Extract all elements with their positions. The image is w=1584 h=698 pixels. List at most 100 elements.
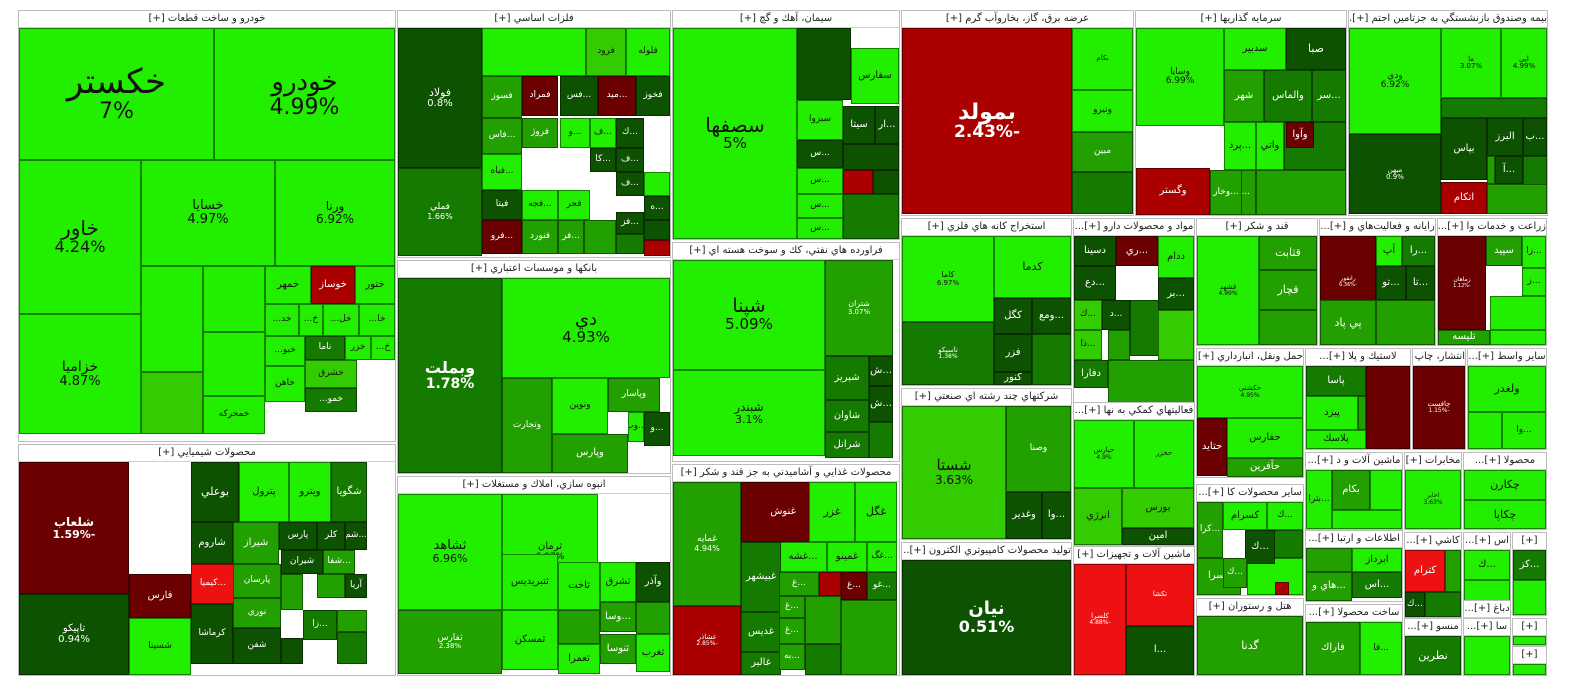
stock-tile[interactable]: ما 3.07% xyxy=(1441,28,1501,98)
stock-tile[interactable]: شگويا xyxy=(331,462,367,522)
stock-tile[interactable]: بمولد -2.43% xyxy=(902,28,1072,214)
stock-tile[interactable]: ...فاس xyxy=(482,118,522,154)
stock-tile[interactable]: فرود xyxy=(586,28,626,76)
stock-tile[interactable]: سفارس xyxy=(851,48,899,104)
stock-tile[interactable]: خ... xyxy=(371,336,395,360)
stock-tile[interactable]: بكام xyxy=(1332,470,1370,510)
stock-tile[interactable]: شسينا xyxy=(129,618,191,675)
stock-tile[interactable]: ...پرد xyxy=(1224,122,1256,170)
sector-header[interactable]: محصولات غذايي و آشاميدني به جز قند و شكر… xyxy=(673,465,899,482)
sector-header[interactable]: كاشي [+]... xyxy=(1405,533,1461,550)
stock-tile[interactable]: وپاسار xyxy=(608,378,660,412)
stock-tile[interactable]: غديس xyxy=(741,612,781,652)
stock-tile[interactable]: ...ش xyxy=(869,386,893,422)
stock-tile[interactable]: خمحركه xyxy=(203,396,265,434)
stock-tile[interactable]: ...شم xyxy=(345,522,367,550)
stock-tile[interactable]: ...فس xyxy=(560,76,598,116)
stock-tile[interactable]: شيراز xyxy=(233,522,279,564)
stock-tile[interactable]: اتكام xyxy=(1441,182,1487,214)
minor-stock-tile[interactable] xyxy=(1490,330,1546,345)
stock-tile[interactable]: ...ك xyxy=(1464,550,1510,580)
sector-header[interactable]: دباغ [+]... xyxy=(1464,601,1510,618)
stock-tile[interactable]: كلر xyxy=(317,522,345,550)
stock-tile[interactable]: ...وخار xyxy=(1210,170,1242,215)
stock-tile[interactable]: ...وا xyxy=(1502,412,1546,449)
stock-tile[interactable]: كنور xyxy=(994,372,1032,385)
stock-tile[interactable]: فمراد xyxy=(522,76,558,116)
stock-tile[interactable]: ...كا xyxy=(590,148,616,172)
stock-tile[interactable]: اپي 4.99% xyxy=(1501,28,1547,98)
stock-tile[interactable]: ميهن 0.9% xyxy=(1349,134,1441,214)
stock-tile[interactable]: فنورد xyxy=(522,220,558,254)
stock-tile[interactable]: پي پاد xyxy=(1320,300,1376,345)
stock-tile[interactable]: ...به xyxy=(779,644,805,670)
stock-tile[interactable]: ...كز xyxy=(1513,550,1546,580)
stock-tile[interactable]: ولغدر xyxy=(1468,366,1546,412)
minor-stock-tile[interactable] xyxy=(644,220,670,240)
stock-tile[interactable]: ابرداز xyxy=(1352,548,1402,572)
stock-tile[interactable]: ...سر xyxy=(1312,70,1346,122)
stock-tile[interactable]: بوعلي xyxy=(191,462,239,522)
stock-tile[interactable]: فزر xyxy=(994,334,1032,372)
stock-tile[interactable]: صبا xyxy=(1286,28,1346,70)
stock-tile[interactable]: شپنا 5.09% xyxy=(673,260,825,370)
stock-tile[interactable]: پاسا xyxy=(1306,366,1366,396)
sector-header[interactable]: ماشين آلات و تجهيزات [+] xyxy=(1074,547,1194,564)
stock-tile[interactable]: نيان 0.51% xyxy=(902,560,1071,675)
stock-tile[interactable]: ثشاهد 6.96% xyxy=(398,494,502,610)
stock-tile[interactable]: ...تو xyxy=(1376,266,1406,300)
stock-tile[interactable]: شاوان xyxy=(825,400,869,432)
minor-stock-tile[interactable] xyxy=(873,170,899,194)
minor-stock-tile[interactable] xyxy=(805,644,841,675)
minor-stock-tile[interactable] xyxy=(1358,396,1366,430)
stock-tile[interactable]: چافست -1.15% xyxy=(1413,366,1465,449)
stock-tile[interactable]: وگستر xyxy=(1136,168,1210,215)
stock-tile[interactable]: غالبر xyxy=(741,652,781,675)
stock-tile[interactable]: وصنا xyxy=(1006,406,1071,492)
stock-tile[interactable]: تليسه xyxy=(1438,330,1490,345)
stock-tile[interactable]: ثغرب xyxy=(636,634,670,672)
sector-header[interactable]: زراعت و خدمات وا [+]... xyxy=(1438,219,1546,236)
stock-tile[interactable]: فملي 1.66% xyxy=(398,168,482,256)
minor-stock-tile[interactable] xyxy=(636,602,670,634)
stock-tile[interactable]: ...د xyxy=(1102,300,1130,330)
minor-stock-tile[interactable] xyxy=(584,220,616,254)
stock-tile[interactable]: حتايد xyxy=(1197,418,1227,476)
minor-stock-tile[interactable] xyxy=(843,194,899,239)
stock-tile[interactable]: خبو... xyxy=(265,336,305,366)
stock-tile[interactable]: آريا xyxy=(345,574,367,598)
stock-tile[interactable]: ...ومع xyxy=(1032,298,1071,334)
minor-stock-tile[interactable] xyxy=(1275,582,1289,595)
stock-tile[interactable]: فولاد 0.8% xyxy=(398,28,482,168)
stock-tile[interactable]: غبيشهر xyxy=(741,542,781,612)
stock-tile[interactable]: خد... xyxy=(265,304,299,336)
stock-tile[interactable]: تاپيكو 0.94% xyxy=(19,594,129,675)
minor-stock-tile[interactable] xyxy=(644,172,670,196)
minor-stock-tile[interactable] xyxy=(797,28,851,100)
stock-tile[interactable]: غمينو xyxy=(827,542,867,572)
stock-tile[interactable]: مبين xyxy=(1072,132,1133,172)
sector-header[interactable]: مخابرات [+] xyxy=(1405,453,1461,470)
minor-stock-tile[interactable] xyxy=(203,266,265,332)
sector-header[interactable]: [+] xyxy=(1513,619,1546,636)
sector-header[interactable]: هتل و رستوران [+] xyxy=(1197,599,1303,616)
minor-stock-tile[interactable] xyxy=(317,574,345,598)
stock-tile[interactable]: شستا 3.63% xyxy=(902,406,1006,539)
stock-tile[interactable]: حآفرين xyxy=(1227,458,1303,477)
stock-tile[interactable]: دي 4.93% xyxy=(502,278,670,378)
stock-tile[interactable]: سپيد xyxy=(1486,236,1522,266)
stock-tile[interactable]: حفارس xyxy=(1227,418,1303,458)
sector-header[interactable]: [+] xyxy=(1513,533,1546,550)
minor-stock-tile[interactable] xyxy=(1256,170,1346,215)
stock-tile[interactable]: ...ار xyxy=(875,106,899,144)
stock-tile[interactable]: ...س xyxy=(797,168,843,194)
sector-header[interactable]: انبوه سازي، املاك و مستغلات [+] xyxy=(398,477,670,494)
stock-tile[interactable]: غمايه 4.94% xyxy=(673,482,741,606)
stock-tile[interactable]: ...دع xyxy=(1074,266,1116,300)
stock-tile[interactable]: ...غگ xyxy=(867,542,897,572)
stock-tile[interactable]: ورنا 6.92% xyxy=(275,160,395,266)
stock-tile[interactable]: فروژ xyxy=(522,118,558,148)
stock-tile[interactable]: اخابر 3.63% xyxy=(1405,470,1461,529)
minor-stock-tile[interactable] xyxy=(1306,548,1352,572)
minor-stock-tile[interactable] xyxy=(869,422,893,458)
